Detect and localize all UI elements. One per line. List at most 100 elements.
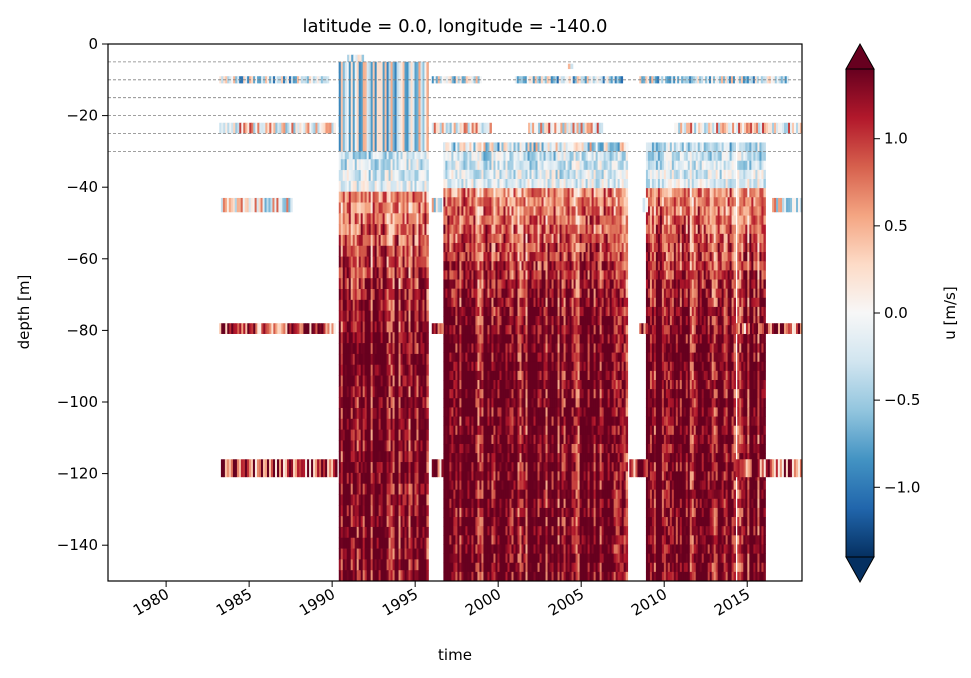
heatmap-cell (416, 224, 419, 236)
heatmap-cell (501, 252, 504, 262)
heatmap-cell (487, 169, 490, 180)
heatmap-cell (471, 343, 474, 353)
heatmap-cell (537, 279, 540, 290)
heatmap-cell (376, 332, 380, 344)
heatmap-cell (420, 494, 423, 506)
heatmap-cell (356, 148, 360, 160)
heatmap-cell (406, 548, 409, 560)
heatmap-cell (370, 472, 374, 485)
heatmap-cell (487, 489, 490, 500)
heatmap-cell (515, 325, 518, 335)
heatmap-cell (392, 224, 395, 236)
heatmap-cell (505, 517, 508, 527)
heatmap-cell (489, 571, 492, 581)
heatmap-cell (465, 480, 468, 491)
heatmap-cell (449, 571, 452, 581)
heatmap-cell (525, 215, 528, 226)
heatmap-cell (404, 429, 407, 441)
heatmap-cell (487, 398, 490, 408)
heatmap-cell (384, 180, 387, 193)
heatmap-cell (517, 306, 520, 317)
heatmap-cell (447, 279, 450, 290)
heatmap-cell (515, 370, 518, 381)
heatmap-cell (352, 462, 356, 474)
heatmap-cell (420, 505, 423, 517)
heatmap-cell (416, 148, 419, 160)
heatmap-cell (539, 489, 542, 500)
heatmap-cell (457, 389, 460, 399)
heatmap-cell (495, 526, 498, 536)
heatmap-cell (350, 429, 354, 441)
heatmap-cell (515, 425, 518, 436)
heatmap-cell (523, 233, 526, 244)
heatmap-cell (416, 429, 419, 441)
heatmap-cell (422, 505, 425, 517)
heatmap-cell (503, 261, 506, 271)
heatmap-cell (418, 332, 421, 344)
heatmap-cell (457, 462, 460, 472)
heatmap-cell (354, 548, 358, 560)
heatmap-cell (483, 206, 486, 216)
heatmap-cell (467, 233, 470, 244)
heatmap-cell (487, 462, 490, 472)
heatmap-cell (445, 343, 448, 353)
heatmap-cell (376, 494, 380, 506)
heatmap-cell (461, 261, 464, 271)
heatmap-cell (447, 453, 450, 463)
heatmap-cell (404, 191, 407, 203)
heatmap-cell (348, 321, 352, 333)
heatmap-cell (416, 516, 419, 528)
heatmap-cell (414, 429, 417, 441)
heatmap-cell (386, 386, 389, 398)
heatmap-cell (380, 505, 384, 517)
heatmap-cell (388, 407, 391, 420)
heatmap-cell (356, 397, 360, 409)
heatmap-cell (426, 343, 429, 355)
heatmap-cell (539, 389, 542, 399)
heatmap-cell (388, 429, 391, 441)
heatmap-cell (410, 191, 413, 203)
heatmap-cell (543, 361, 546, 372)
heatmap-cell (495, 343, 498, 353)
heatmap-cell (457, 206, 460, 216)
heatmap-cell (390, 213, 393, 225)
heatmap-cell (485, 270, 488, 280)
heatmap-cell (463, 279, 466, 290)
heatmap-cell (443, 288, 446, 299)
heatmap-cell (457, 288, 460, 299)
heatmap-cell (396, 407, 399, 420)
heatmap-cell (358, 364, 362, 376)
heatmap-cell (360, 364, 364, 376)
heatmap-cell (342, 191, 346, 203)
heatmap-cell (416, 505, 419, 517)
heatmap-cell (501, 343, 504, 353)
heatmap-cell (388, 386, 391, 398)
heatmap-cell (493, 407, 496, 417)
heatmap-cell (453, 489, 456, 500)
heatmap-cell (372, 375, 376, 387)
heatmap-cell (455, 160, 458, 171)
heatmap-cell (338, 483, 342, 495)
heatmap-cell (424, 429, 427, 441)
heatmap-cell (543, 453, 546, 463)
heatmap-cell (517, 233, 520, 244)
heatmap-cell (479, 553, 482, 564)
heatmap-cell (443, 370, 446, 381)
heatmap-cell (422, 516, 425, 528)
heatmap-cell (491, 151, 494, 162)
heatmap-cell (513, 453, 516, 463)
heatmap-cell (521, 279, 524, 290)
heatmap-cell (467, 443, 470, 454)
heatmap-cell (459, 297, 462, 308)
heatmap-cell (358, 159, 362, 171)
heatmap-cell (501, 179, 504, 189)
heatmap-cell (499, 215, 502, 226)
heatmap-cell (412, 537, 415, 549)
heatmap-cell (469, 407, 472, 417)
heatmap-cell (533, 160, 536, 171)
heatmap-cell (465, 425, 468, 436)
heatmap-cell (505, 526, 508, 536)
heatmap-cell (511, 498, 514, 509)
heatmap-cell (412, 148, 415, 160)
heatmap-cell (509, 352, 512, 363)
